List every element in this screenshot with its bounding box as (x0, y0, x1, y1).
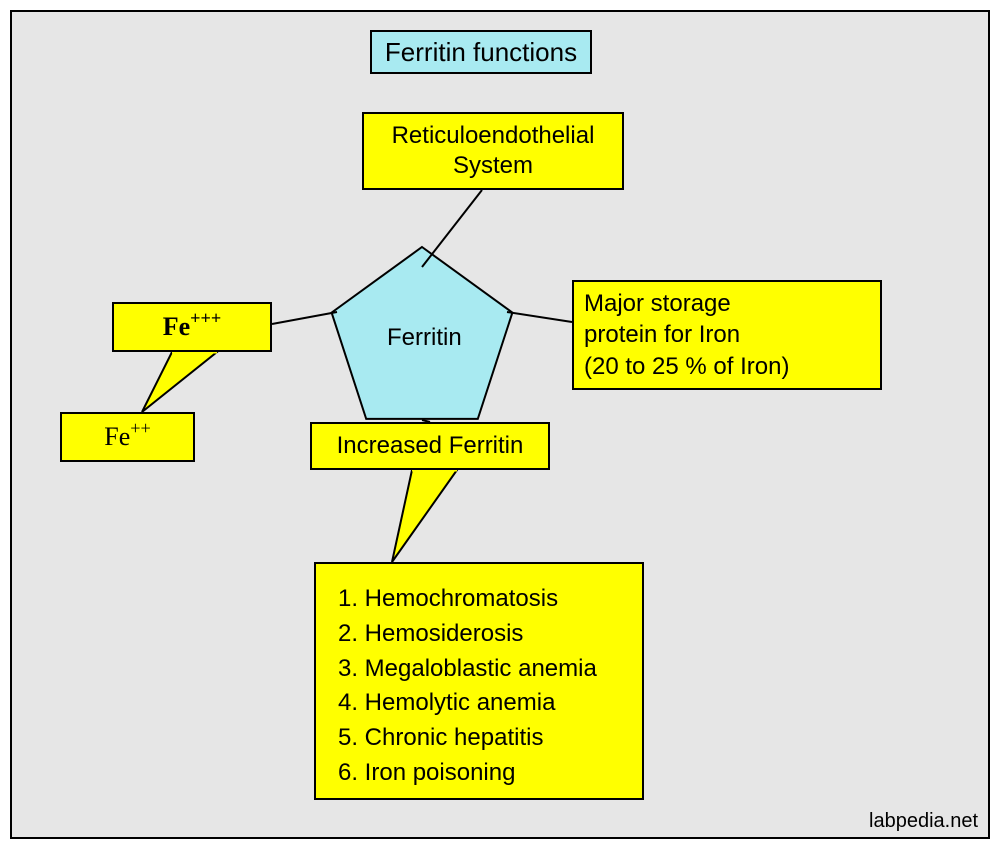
storage-protein-box: Major storage protein for Iron (20 to 25… (572, 280, 882, 390)
increased-text: Increased Ferritin (337, 432, 524, 460)
title-box: Ferritin functions (370, 30, 592, 74)
fe3-box: Fe+++ (112, 302, 272, 352)
list-item: 4. Hemolytic anemia (338, 686, 620, 721)
list-item: 3. Megaloblastic anemia (338, 652, 620, 687)
reticuloendothelial-box: Reticuloendothelial System (362, 112, 624, 190)
storage-text: Major storage protein for Iron (20 to 25… (584, 288, 789, 382)
res-text: Reticuloendothelial System (392, 121, 595, 181)
diagram-canvas: Ferritin functions Reticuloendothelial S… (10, 10, 990, 839)
list-item: 6. Iron poisoning (338, 756, 620, 791)
list-item: 1. Hemochromatosis (338, 582, 620, 617)
conditions-list-box: 1. Hemochromatosis 2. Hemosiderosis 3. M… (314, 562, 644, 800)
ferritin-center-label: Ferritin (387, 324, 462, 352)
attribution-text: labpedia.net (869, 810, 978, 833)
fe2-box: Fe++ (60, 412, 195, 462)
increased-ferritin-box: Increased Ferritin (310, 422, 550, 470)
fe3-text: Fe+++ (163, 312, 222, 342)
list-item: 5. Chronic hepatitis (338, 721, 620, 756)
list-item: 2. Hemosiderosis (338, 617, 620, 652)
fe2-text: Fe++ (104, 422, 151, 452)
title-text: Ferritin functions (385, 37, 577, 68)
